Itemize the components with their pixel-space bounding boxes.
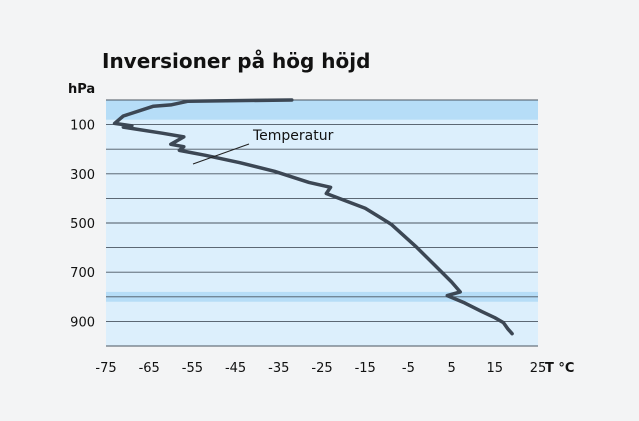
y-tick-label: 100 [70,119,95,134]
x-tick-labels: -75 -65 -55 -45 -35 -25 -15 -5 5 15 25 [95,361,546,376]
x-tick-label: -5 [402,361,415,376]
temperature-line [112,98,514,336]
y-tick-label: 700 [70,266,95,281]
x-tick-label: -75 [95,361,116,376]
y-tick-label: 500 [70,217,95,232]
x-tick-label: -25 [311,361,332,376]
x-axis-unit: T °C [545,361,574,376]
x-tick-label: -15 [355,361,376,376]
y-axis-unit: hPa [68,82,95,97]
annotation-temperatur: Temperatur [252,128,334,144]
x-tick-label: 25 [530,361,547,376]
grid-lines [106,99,538,347]
x-tick-label: -45 [225,361,246,376]
y-tick-labels: 100 300 500 700 900 [70,119,95,331]
x-tick-label: 15 [487,361,504,376]
x-tick-label: 5 [447,361,455,376]
y-tick-label: 900 [70,315,95,330]
annotation-leader-line [192,143,250,165]
x-tick-label: -35 [268,361,289,376]
x-tick-label: -55 [182,361,203,376]
y-tick-label: 300 [70,168,95,183]
x-tick-label: -65 [139,361,160,376]
chart-title: Inversioner på hög höjd [102,49,370,73]
inversion-band-1 [106,100,538,120]
